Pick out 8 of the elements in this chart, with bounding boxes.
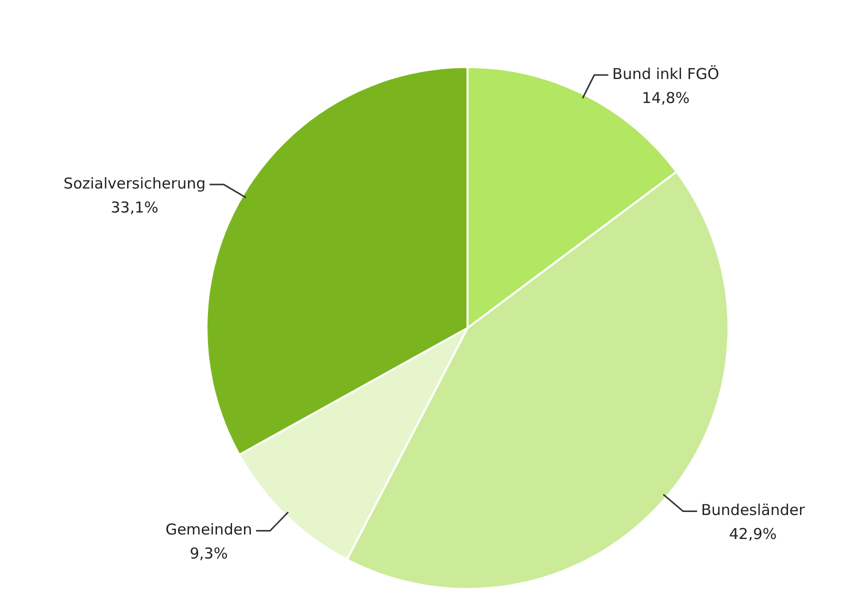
slice-label: Gemeinden (165, 520, 252, 539)
slice-label: Bund inkl FGÖ (612, 64, 720, 83)
data-label: 42,9% (729, 525, 777, 544)
data-label: 33,1% (110, 198, 158, 216)
slice-label: Bundesländer (701, 501, 806, 520)
data-label: 9,3% (190, 544, 228, 563)
data-label: 14,8% (642, 88, 690, 107)
slice-label: Sozialversicherung (64, 174, 206, 192)
